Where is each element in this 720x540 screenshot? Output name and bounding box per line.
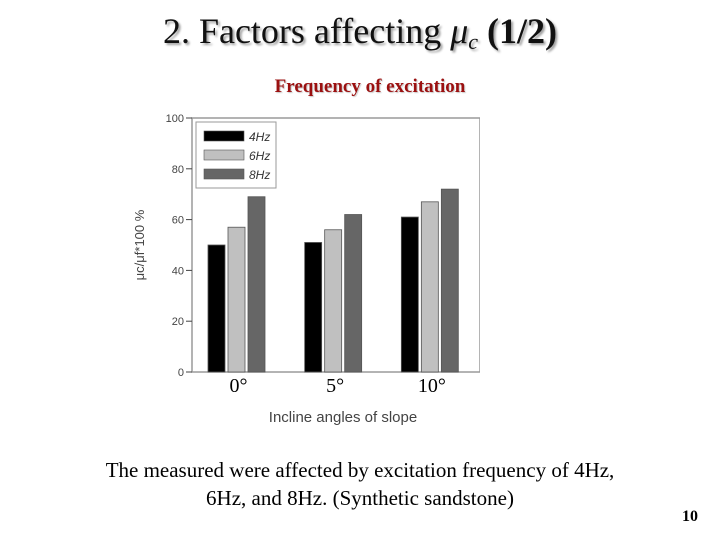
legend-swatch-4Hz	[203, 130, 245, 142]
caption: The measured were affected by excitation…	[30, 456, 690, 512]
legend-label-6Hz: 6Hz	[249, 149, 270, 163]
bar-8Hz-2	[440, 188, 459, 373]
y-tick-label-80: 80	[172, 164, 184, 176]
bar-8Hz-0	[247, 196, 266, 373]
title-text: 2. Factors affecting	[162, 11, 451, 51]
legend-label-8Hz: 8Hz	[249, 168, 270, 182]
y-tick-label-60: 60	[172, 215, 184, 227]
x-category-label-2: 10°	[418, 375, 446, 397]
bar-4Hz-0	[207, 244, 226, 373]
bar-4Hz-2	[400, 216, 419, 373]
bar-8Hz-1	[344, 214, 363, 373]
page-number: 10	[682, 508, 698, 525]
title-subscript: c	[468, 29, 479, 54]
x-category-label-1: 5°	[326, 375, 344, 397]
y-tick-label-0: 0	[178, 367, 184, 379]
y-tick-label-20: 20	[172, 316, 184, 328]
bar-4Hz-1	[304, 242, 323, 373]
caption-line-1: The measured were affected by excitation…	[105, 458, 615, 482]
bar-chart: 0 20 40 60 80 100 0° 5° 10° 4Hz 6Hz 8Hz μc/μf*100 % I…	[132, 113, 480, 426]
title-mu-symbol: μ	[450, 11, 469, 51]
legend-swatch-8Hz	[203, 168, 245, 180]
legend-label-4Hz: 4Hz	[249, 130, 270, 144]
bar-6Hz-1	[324, 229, 343, 373]
caption-line-2: 6Hz, and 8Hz. (Synthetic sandstone)	[206, 486, 514, 510]
x-axis-label: Incline angles of slope	[269, 409, 417, 426]
y-tick-label-100: 100	[166, 113, 184, 125]
bar-6Hz-2	[420, 201, 439, 373]
y-axis-label: μc/μf*100 %	[132, 209, 147, 280]
chart-subtitle: Frequency of excitation	[274, 76, 466, 97]
slide-title: 2. Factors affecting μc (1/2)	[0, 10, 720, 55]
x-category-label-0: 0°	[230, 375, 248, 397]
legend-swatch-6Hz	[203, 149, 245, 161]
bar-6Hz-0	[227, 226, 246, 373]
title-part: (1/2)	[487, 11, 558, 51]
y-tick-label-40: 40	[172, 265, 184, 277]
